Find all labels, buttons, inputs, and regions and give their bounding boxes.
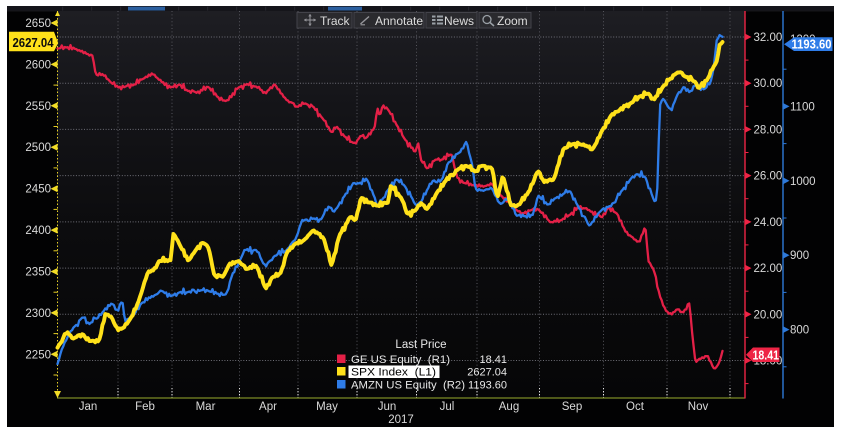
- svg-text:Jan: Jan: [79, 401, 98, 413]
- svg-text:2627.04: 2627.04: [13, 36, 54, 50]
- svg-text:SPX Index (L1): SPX Index (L1): [351, 366, 436, 378]
- svg-text:18.41: 18.41: [753, 348, 780, 362]
- svg-text:1193.60: 1193.60: [792, 38, 832, 52]
- svg-text:Feb: Feb: [135, 401, 155, 413]
- svg-text:Jun: Jun: [378, 401, 397, 413]
- svg-text:Aug: Aug: [499, 401, 519, 413]
- svg-text:800: 800: [790, 325, 809, 337]
- svg-text:20.00: 20.00: [754, 309, 783, 321]
- svg-text:30.00: 30.00: [754, 78, 783, 90]
- svg-text:Last Price: Last Price: [395, 339, 446, 351]
- svg-text:Track: Track: [320, 14, 351, 28]
- svg-text:2627.04: 2627.04: [467, 366, 507, 378]
- svg-text:Sep: Sep: [562, 401, 582, 413]
- svg-text:Apr: Apr: [259, 401, 277, 413]
- svg-text:2600: 2600: [25, 59, 51, 71]
- svg-text:24.00: 24.00: [754, 217, 783, 229]
- svg-text:Jul: Jul: [440, 401, 455, 413]
- svg-text:1000: 1000: [790, 176, 816, 188]
- svg-text:2500: 2500: [25, 142, 51, 154]
- svg-text:28.00: 28.00: [754, 124, 783, 136]
- svg-text:GE US Equity (R1): GE US Equity (R1): [351, 354, 450, 366]
- svg-text:2350: 2350: [25, 267, 51, 279]
- svg-text:AMZN US Equity (R2): AMZN US Equity (R2): [351, 379, 465, 391]
- svg-text:1193.60: 1193.60: [468, 379, 507, 391]
- svg-text:News: News: [444, 14, 474, 28]
- svg-text:2550: 2550: [25, 101, 51, 113]
- svg-text:Nov: Nov: [688, 401, 709, 413]
- svg-text:Annotate: Annotate: [375, 14, 423, 28]
- svg-text:2250: 2250: [25, 349, 51, 361]
- svg-text:22.00: 22.00: [754, 263, 783, 275]
- svg-text:32.00: 32.00: [754, 32, 783, 44]
- svg-text:May: May: [316, 401, 338, 413]
- svg-text:26.00: 26.00: [754, 171, 783, 183]
- svg-text:2300: 2300: [25, 308, 51, 320]
- svg-text:Zoom: Zoom: [497, 14, 528, 28]
- svg-text:2450: 2450: [25, 184, 51, 196]
- svg-text:2650: 2650: [25, 18, 51, 30]
- svg-text:2400: 2400: [25, 225, 51, 237]
- svg-text:Oct: Oct: [626, 401, 645, 413]
- svg-text:900: 900: [790, 250, 809, 262]
- svg-text:1100: 1100: [790, 101, 815, 113]
- svg-text:Mar: Mar: [196, 401, 216, 413]
- svg-text:18.41: 18.41: [479, 354, 507, 366]
- svg-text:2017: 2017: [388, 414, 414, 426]
